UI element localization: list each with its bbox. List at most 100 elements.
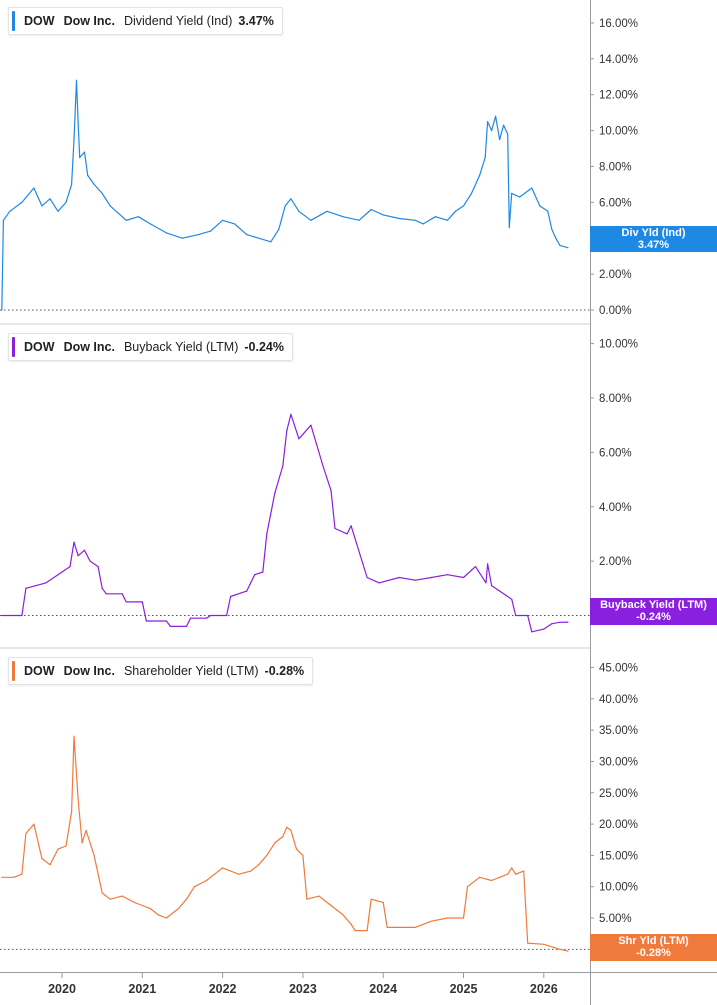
data-point: [85, 829, 87, 832]
legend-value: -0.28%: [264, 664, 305, 678]
data-point: [342, 216, 344, 218]
data-point: [382, 214, 384, 216]
data-point: [41, 857, 43, 860]
data-point: [71, 183, 73, 185]
data-point: [57, 574, 59, 576]
data-point: [434, 216, 436, 218]
data-point: [125, 219, 127, 221]
y-tick-label: 10.00%: [599, 882, 638, 894]
data-point: [254, 574, 256, 576]
data-point: [462, 576, 465, 579]
data-point: [266, 533, 268, 535]
data-point: [222, 867, 224, 869]
data-point: [25, 832, 27, 835]
data-point: [278, 228, 280, 230]
y-tick-label: 12.00%: [599, 90, 638, 102]
data-point: [462, 205, 465, 207]
data-point: [350, 525, 352, 527]
series-line-shareholder: [1, 735, 569, 952]
data-point: [21, 201, 23, 203]
data-point: [258, 237, 260, 239]
data-point: [250, 870, 252, 872]
flag-value: -0.28%: [636, 947, 671, 959]
y-tick-label: 14.00%: [599, 54, 638, 66]
data-point: [334, 527, 336, 530]
data-point: [2, 219, 4, 221]
data-point: [414, 579, 416, 581]
data-point: [45, 582, 47, 584]
series-line-dividend: [1, 79, 569, 311]
data-point: [567, 621, 569, 623]
data-point: [531, 631, 533, 633]
data-point: [484, 156, 486, 159]
data-point: [539, 205, 541, 207]
data-point: [274, 842, 276, 844]
data-point: [270, 241, 272, 243]
flag-label: Shr Yld (LTM): [618, 935, 689, 947]
legend-ticker: DOW: [24, 664, 55, 678]
data-point: [310, 424, 312, 426]
data-point: [13, 876, 15, 878]
data-point: [57, 848, 59, 850]
data-point: [210, 230, 212, 232]
data-point: [286, 430, 288, 432]
data-point: [330, 489, 332, 491]
data-point: [430, 920, 432, 922]
legend-ticker: DOW: [24, 14, 55, 28]
x-tick-label: 2020: [48, 982, 76, 996]
data-point: [559, 948, 561, 950]
data-point: [350, 923, 352, 925]
data-point: [157, 914, 159, 916]
y-tick-label: 8.00%: [599, 161, 632, 173]
data-point: [511, 192, 513, 194]
data-point: [105, 593, 107, 595]
data-point: [75, 773, 78, 775]
data-point: [470, 192, 473, 194]
data-point: [133, 901, 135, 904]
data-point: [511, 598, 513, 600]
data-point: [101, 192, 103, 194]
series-line-buyback: [1, 413, 568, 633]
data-point: [71, 811, 73, 813]
data-point: [258, 864, 260, 866]
data-point: [487, 563, 489, 565]
data-point: [551, 623, 553, 625]
data-point: [149, 223, 151, 225]
data-point: [205, 879, 208, 882]
data-point: [491, 879, 493, 882]
data-point: [326, 210, 328, 212]
data-point: [499, 139, 501, 141]
data-point: [77, 555, 79, 557]
y-tick-label: 5.00%: [599, 913, 632, 925]
data-point: [230, 595, 232, 598]
legend-color-swatch: [12, 337, 15, 357]
data-point: [290, 413, 292, 415]
x-tick-label: 2024: [369, 982, 397, 996]
x-tick-label: 2026: [530, 982, 558, 996]
data-point: [185, 898, 188, 900]
data-point: [414, 219, 416, 221]
flag-label: Div Yld (Ind): [621, 227, 686, 239]
flag-value: 3.47%: [637, 239, 670, 251]
data-point: [33, 823, 35, 825]
data-point: [446, 917, 448, 919]
flag-value: -0.24%: [636, 611, 671, 623]
data-point: [181, 237, 183, 239]
data-point: [197, 234, 200, 236]
data-point: [366, 576, 368, 579]
last-value-flag-buyback: Buyback Yield (LTM) -0.24%: [590, 598, 717, 625]
data-point: [89, 560, 91, 562]
data-point: [519, 196, 521, 198]
legend-metric: Shareholder Yield (LTM): [123, 664, 259, 678]
data-point: [177, 908, 179, 910]
data-point: [49, 198, 51, 200]
data-point: [77, 121, 79, 123]
data-point: [109, 898, 111, 900]
legend-color-swatch: [12, 11, 15, 31]
data-point: [282, 465, 284, 467]
data-point: [479, 174, 481, 176]
data-point: [141, 904, 143, 907]
data-point: [210, 614, 212, 617]
data-point: [366, 930, 368, 932]
data-point: [527, 614, 529, 617]
